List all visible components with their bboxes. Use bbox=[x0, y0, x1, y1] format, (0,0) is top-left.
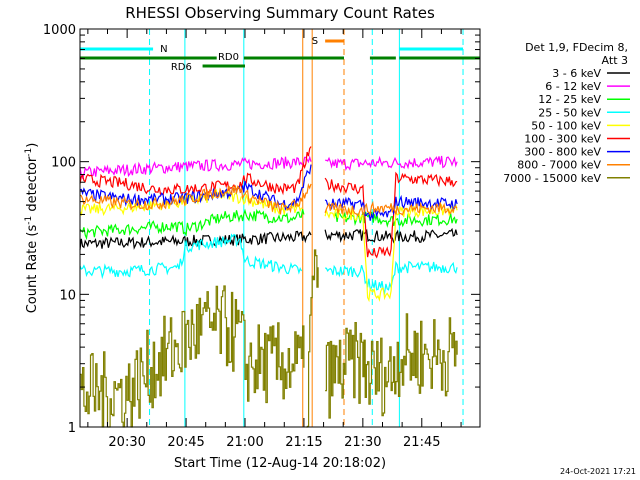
flag-n: N bbox=[80, 44, 464, 55]
legend-label: 12 - 25 keV bbox=[538, 93, 601, 106]
y-tick-label: 100 bbox=[51, 156, 76, 171]
series-line bbox=[79, 230, 312, 250]
legend-entry: 3 - 6 keV bbox=[552, 67, 630, 80]
legend-entry: 800 - 7000 keV bbox=[517, 159, 630, 172]
y-tick-label: 10 bbox=[59, 288, 76, 303]
series-line bbox=[325, 155, 458, 172]
series-line bbox=[324, 200, 458, 217]
series-line bbox=[79, 183, 312, 215]
y-axis-label: Count Rate (s-1 detector-1) bbox=[24, 143, 40, 314]
legend-label: 6 - 12 keV bbox=[545, 80, 601, 93]
y-tick-label: 1000 bbox=[43, 23, 76, 38]
x-tick-label: 20:45 bbox=[167, 435, 204, 450]
series-line bbox=[79, 155, 312, 180]
series-line bbox=[306, 249, 319, 428]
x-tick-label: 21:15 bbox=[285, 435, 322, 450]
series-line bbox=[325, 313, 458, 419]
flag-rd6: RD6 bbox=[171, 62, 245, 73]
legend-label: 100 - 300 keV bbox=[524, 133, 601, 146]
series-line bbox=[80, 285, 305, 428]
legend-label: 25 - 50 keV bbox=[538, 106, 601, 119]
series-line bbox=[324, 171, 458, 259]
plot-frame bbox=[79, 28, 481, 428]
series-800-7000-kev bbox=[79, 183, 458, 217]
y-tick-label: 1 bbox=[68, 421, 76, 436]
x-axis-label: Start Time (12-Aug-14 20:18:02) bbox=[174, 456, 386, 471]
legend-label: 3 - 6 keV bbox=[552, 67, 601, 80]
footer-date: 24-Oct-2021 17:21 bbox=[560, 467, 636, 476]
flag-label: S bbox=[312, 36, 318, 47]
flag-s: S bbox=[312, 36, 344, 47]
legend-label: 300 - 800 keV bbox=[524, 146, 601, 159]
chart-title: RHESSI Observing Summary Count Rates bbox=[125, 4, 435, 22]
flag-rd0: RD0 bbox=[80, 52, 480, 63]
x-tick-label: 20:30 bbox=[108, 435, 145, 450]
legend-entry: 7000 - 15000 keV bbox=[503, 172, 630, 185]
series-100-300-kev bbox=[79, 146, 458, 259]
legend-entry: 6 - 12 keV bbox=[545, 80, 630, 93]
series-line bbox=[324, 194, 458, 221]
legend-label: 7000 - 15000 keV bbox=[503, 172, 601, 185]
legend-entry: 50 - 100 keV bbox=[531, 119, 630, 132]
x-tick-label: 21:45 bbox=[403, 435, 440, 450]
legend-entry: 100 - 300 keV bbox=[524, 133, 630, 146]
series-line bbox=[79, 208, 305, 241]
legend-header-line1: Det 1,9, FDecim 8, bbox=[525, 41, 628, 54]
legend-label: 50 - 100 keV bbox=[531, 119, 601, 132]
legend-entry: 25 - 50 keV bbox=[538, 106, 630, 119]
series-line bbox=[79, 233, 303, 280]
legend-entry: 12 - 25 keV bbox=[538, 93, 630, 106]
legend-label: 800 - 7000 keV bbox=[517, 159, 601, 172]
flag-label: N bbox=[160, 44, 167, 55]
x-tick-label: 21:30 bbox=[344, 435, 381, 450]
flag-label: RD0 bbox=[218, 52, 239, 63]
series-line bbox=[79, 146, 312, 196]
flag-label: RD6 bbox=[171, 62, 192, 73]
legend-entry: 300 - 800 keV bbox=[524, 146, 630, 159]
series-6-12-kev bbox=[79, 155, 458, 180]
legend-header-line2: Att 3 bbox=[602, 54, 628, 67]
x-tick-label: 21:00 bbox=[226, 435, 263, 450]
series-7000-15000-kev bbox=[80, 249, 458, 428]
